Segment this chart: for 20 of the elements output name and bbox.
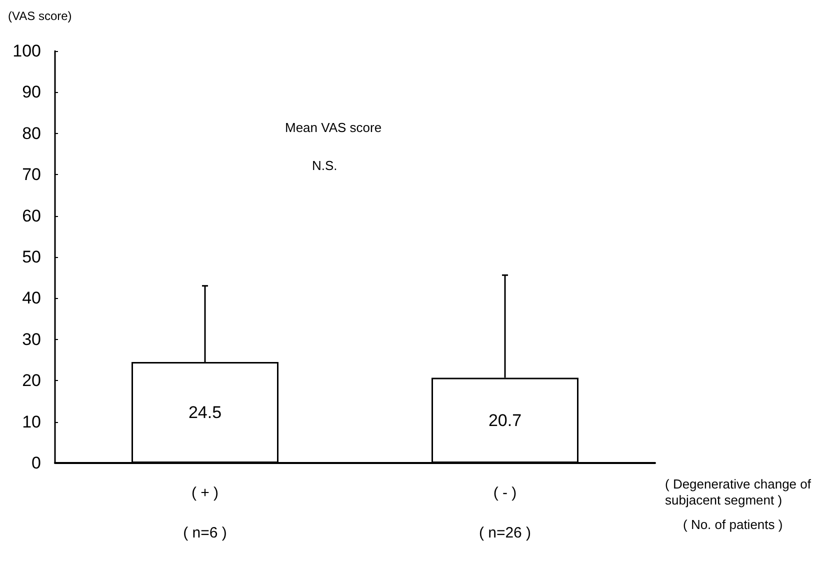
y-tick-label: 100 <box>12 42 41 60</box>
data-label: 24.5 <box>188 403 222 422</box>
y-tick-label: 30 <box>22 330 41 349</box>
y-tick-label: 90 <box>22 82 41 102</box>
y-tick-label: 70 <box>22 165 41 184</box>
y-tick-label: 20 <box>22 371 41 390</box>
y-tick-label: 40 <box>22 288 41 308</box>
y-tick-label: 80 <box>22 124 41 143</box>
category-label: ( + ) ( n=6 ) <box>183 484 227 542</box>
data-label: 20.7 <box>488 410 522 430</box>
y-tick-label: 60 <box>22 206 41 226</box>
y-tick-label: 10 <box>22 412 41 432</box>
x-axis-title: ( Degenerative change of subjacent segment ) <box>665 476 815 508</box>
text: Mean VAS score <box>285 120 382 135</box>
annotation: N.S. <box>312 158 338 173</box>
category-label: ( - ) ( n=26 ) <box>478 484 532 542</box>
y-tick-label: 50 <box>22 248 41 266</box>
text: ( No. of patients ) <box>683 517 783 532</box>
y-axis-title: (VAS score) <box>8 9 72 23</box>
y-tick-label: 0 <box>32 454 41 472</box>
